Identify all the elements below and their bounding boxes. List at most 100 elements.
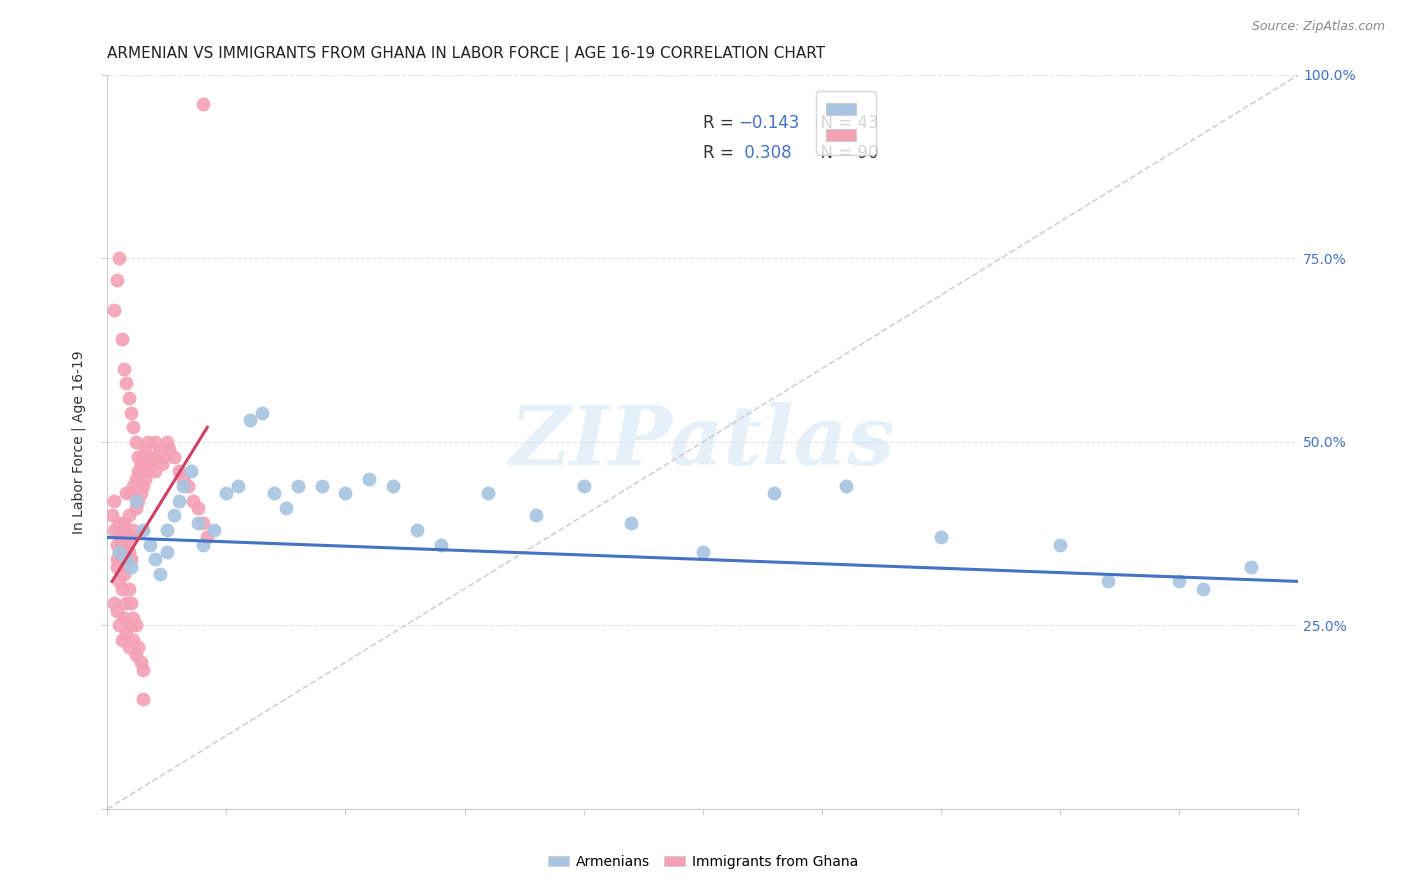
Point xyxy=(115,552,138,566)
Point xyxy=(120,618,142,632)
Point xyxy=(108,516,131,530)
Point xyxy=(181,493,204,508)
Point xyxy=(115,538,138,552)
Point xyxy=(150,457,173,471)
Point xyxy=(105,552,128,566)
Point xyxy=(191,516,214,530)
Point xyxy=(127,464,149,478)
Text: ARMENIAN VS IMMIGRANTS FROM GHANA IN LABOR FORCE | AGE 16-19 CORRELATION CHART: ARMENIAN VS IMMIGRANTS FROM GHANA IN LAB… xyxy=(107,46,825,62)
Point xyxy=(118,582,141,596)
Point xyxy=(1049,538,1071,552)
Point xyxy=(692,545,714,559)
Point xyxy=(177,479,200,493)
Point xyxy=(112,530,135,544)
Point xyxy=(134,442,156,457)
Point xyxy=(110,332,132,346)
Point xyxy=(101,508,124,523)
Point xyxy=(122,479,145,493)
Point xyxy=(1192,582,1215,596)
Point xyxy=(132,663,155,677)
Point xyxy=(136,434,159,449)
Point xyxy=(524,508,547,523)
Point xyxy=(132,450,155,464)
Point xyxy=(835,479,858,493)
Point xyxy=(187,516,209,530)
Point xyxy=(134,472,156,486)
Point xyxy=(187,501,209,516)
Point xyxy=(153,450,176,464)
Y-axis label: In Labor Force | Age 16-19: In Labor Force | Age 16-19 xyxy=(72,351,86,533)
Point xyxy=(359,472,381,486)
Point xyxy=(173,479,195,493)
Point xyxy=(141,450,163,464)
Point xyxy=(103,302,125,317)
Point xyxy=(120,552,142,566)
Point xyxy=(118,640,141,655)
Point xyxy=(167,493,190,508)
Point xyxy=(156,545,179,559)
Point xyxy=(406,523,429,537)
Text: N = 43: N = 43 xyxy=(810,113,879,132)
Point xyxy=(122,523,145,537)
Point xyxy=(103,493,125,508)
Point xyxy=(110,552,132,566)
Point xyxy=(763,486,786,500)
Point xyxy=(204,523,226,537)
Text: −0.143: −0.143 xyxy=(738,113,800,132)
Point xyxy=(112,567,135,582)
Point xyxy=(163,508,186,523)
Point xyxy=(620,516,643,530)
Point xyxy=(146,450,169,464)
Text: R =: R = xyxy=(703,113,738,132)
Point xyxy=(110,582,132,596)
Point xyxy=(125,648,148,662)
Point xyxy=(112,516,135,530)
Point xyxy=(118,508,141,523)
Point xyxy=(191,538,214,552)
Point xyxy=(239,413,262,427)
Legend: , : , xyxy=(815,91,876,155)
Point xyxy=(167,464,190,478)
Point xyxy=(127,493,149,508)
Point xyxy=(103,523,125,537)
Legend: Armenians, Immigrants from Ghana: Armenians, Immigrants from Ghana xyxy=(543,849,863,874)
Point xyxy=(132,523,155,537)
Point xyxy=(122,420,145,434)
Point xyxy=(125,501,148,516)
Point xyxy=(105,604,128,618)
Point xyxy=(149,567,172,582)
Point xyxy=(929,530,952,544)
Point xyxy=(139,538,162,552)
Point xyxy=(335,486,357,500)
Point xyxy=(115,376,138,391)
Point xyxy=(1168,574,1191,589)
Point xyxy=(108,252,131,266)
Point xyxy=(122,633,145,648)
Point xyxy=(157,442,180,457)
Point xyxy=(118,391,141,405)
Point xyxy=(143,552,166,566)
Point xyxy=(572,479,595,493)
Point xyxy=(156,523,179,537)
Point xyxy=(132,692,155,706)
Point xyxy=(127,640,149,655)
Point xyxy=(132,479,155,493)
Point xyxy=(110,633,132,648)
Point xyxy=(108,545,131,559)
Point xyxy=(156,434,179,449)
Point xyxy=(112,611,135,625)
Point xyxy=(103,597,125,611)
Point xyxy=(143,434,166,449)
Point xyxy=(112,361,135,376)
Point xyxy=(108,545,131,559)
Point xyxy=(287,479,309,493)
Point xyxy=(129,457,152,471)
Point xyxy=(115,486,138,500)
Point xyxy=(263,486,285,500)
Point xyxy=(118,545,141,559)
Point xyxy=(129,655,152,669)
Point xyxy=(173,472,195,486)
Point xyxy=(180,464,202,478)
Point xyxy=(125,618,148,632)
Point xyxy=(195,530,218,544)
